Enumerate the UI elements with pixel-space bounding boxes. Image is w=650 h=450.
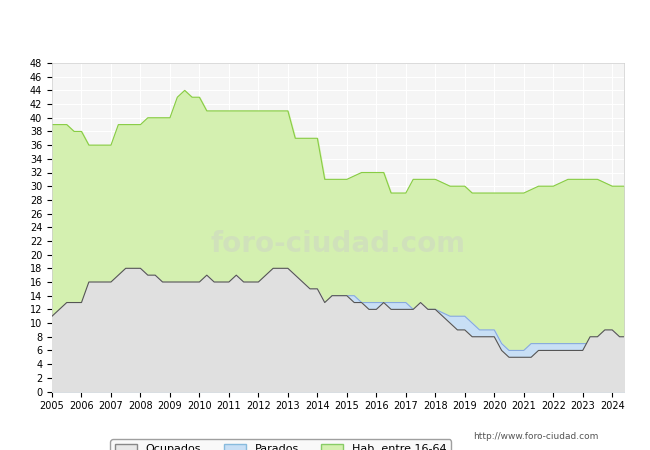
Text: foro-ciudad.com: foro-ciudad.com	[211, 230, 465, 258]
Legend: Ocupados, Parados, Hab. entre 16-64: Ocupados, Parados, Hab. entre 16-64	[111, 439, 451, 450]
Text: Bularros - Evolucion de la poblacion en edad de Trabajar Mayo de 2024: Bularros - Evolucion de la poblacion en …	[76, 21, 574, 33]
Text: http://www.foro-ciudad.com: http://www.foro-ciudad.com	[473, 432, 598, 441]
